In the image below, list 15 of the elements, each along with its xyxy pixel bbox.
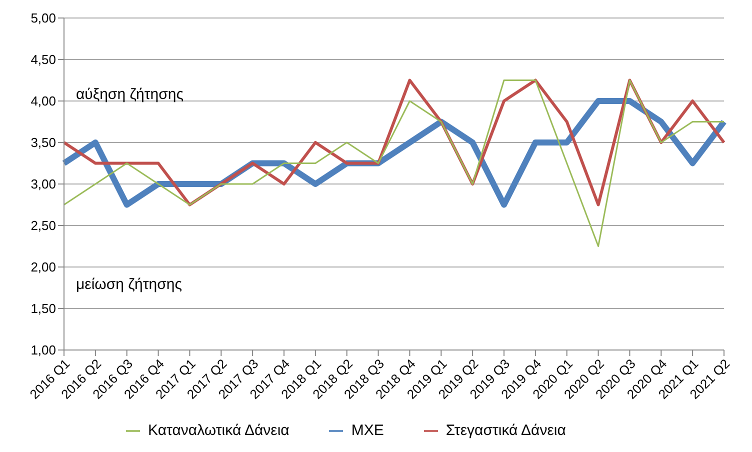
y-tick-label: 2,50	[30, 218, 56, 234]
y-tick-label: 3,50	[30, 135, 56, 150]
legend-label: Στεγαστικά Δάνεια	[446, 422, 566, 439]
y-tick-label: 5,00	[30, 10, 56, 26]
y-tick-label: 1,50	[30, 301, 56, 316]
legend-label: Καταναλωτικά Δάνεια	[148, 422, 290, 439]
y-tick-label: 4,50	[30, 52, 56, 68]
legend-label: ΜΧΕ	[351, 422, 384, 439]
y-tick-label: 3,00	[30, 176, 56, 192]
y-tick-label: 4,00	[30, 94, 56, 109]
annotation: μείωση ζήτησης	[76, 276, 182, 293]
annotation: αύξηση ζήτησης	[76, 86, 184, 103]
line-series	[63, 80, 725, 247]
y-tick-label: 1,00	[30, 342, 56, 358]
y-tick-label: 2,00	[30, 260, 56, 275]
